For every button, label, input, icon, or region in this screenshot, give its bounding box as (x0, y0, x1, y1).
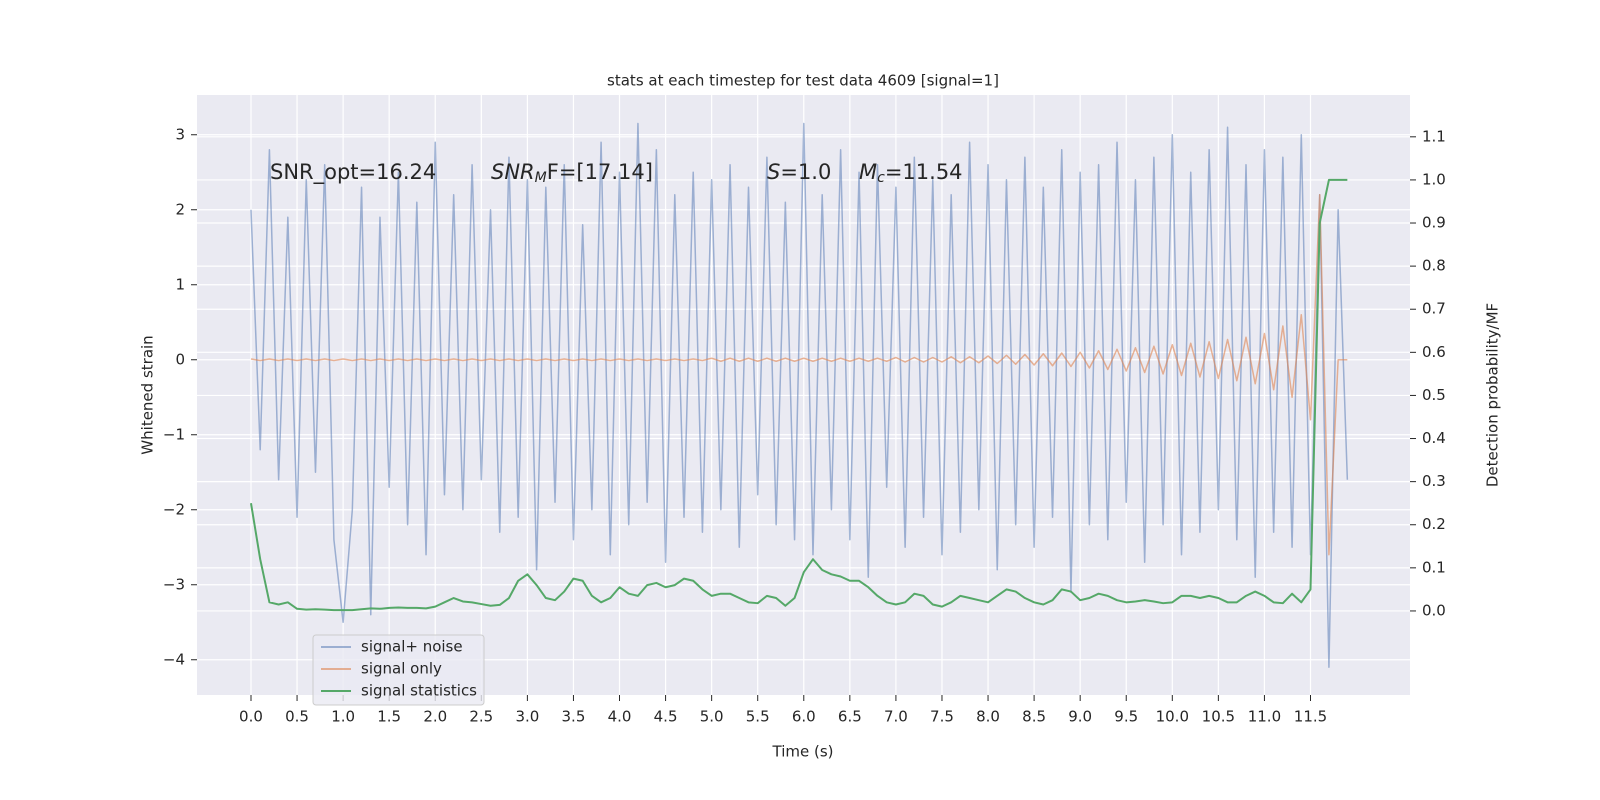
x-tick-label: 5.0 (700, 708, 724, 726)
x-tick-label: 6.5 (838, 708, 862, 726)
y-tick-label: 1 (175, 275, 185, 293)
y-tick-label: 2 (175, 200, 185, 218)
annotation-part: c (877, 170, 885, 186)
annotation: SNRMF=[17.14] (491, 160, 653, 186)
annotation-part: S (767, 160, 780, 184)
x-tick-label: 2.0 (423, 708, 447, 726)
grid: 0.0 0.5 1.0 1.5 2.0 2.5 3.0 3.5 4.0 4.5 5.0 5.5 6.0 6… (163, 95, 1446, 726)
legend-label: signal statistics (361, 682, 477, 700)
x-tick-label: 4.5 (654, 708, 678, 726)
x-tick-label: 7.5 (930, 708, 954, 726)
y2-tick-label: 1.1 (1422, 127, 1446, 145)
annotation-part: M (859, 160, 877, 184)
y2-axis-label: Detection probability/MF (1484, 303, 1502, 487)
series-line (250, 194, 1348, 556)
annotation-part: SNR_opt=16.24 (270, 160, 436, 185)
x-axis-label: Time (s) (772, 743, 834, 761)
x-tick-label: 10.5 (1202, 708, 1235, 726)
annotation: SNR_opt=16.24 (270, 160, 436, 185)
annotation-part: F=[17.14] (547, 160, 653, 184)
x-tick-label: 1.5 (377, 708, 401, 726)
y2-tick-label: 0.9 (1422, 214, 1446, 232)
y2-tick-label: 0.8 (1422, 257, 1446, 275)
y2-tick-label: 0.2 (1422, 515, 1446, 533)
x-tick-label: 9.0 (1068, 708, 1092, 726)
annotation-part: M (535, 170, 547, 186)
y-tick-label: 0 (175, 350, 185, 368)
annotation-part: SNR (491, 160, 535, 184)
x-tick-label: 5.5 (746, 708, 770, 726)
legend: signal+ noise signal only signal statistic… (312, 634, 485, 706)
x-tick-label: 11.0 (1248, 708, 1281, 726)
legend-box (312, 634, 485, 706)
y2-tick-label: 0.1 (1422, 558, 1446, 576)
x-tick-label: 8.5 (1022, 708, 1046, 726)
x-tick-label: 7.0 (884, 708, 908, 726)
annotation-part: =11.54 (885, 160, 963, 184)
y2-tick-label: 0.6 (1422, 343, 1446, 361)
series-line (250, 122, 1349, 668)
y2-tick-label: 0.0 (1422, 601, 1446, 619)
x-tick-label: 2.5 (469, 708, 493, 726)
x-tick-label: 3.5 (562, 708, 586, 726)
y2-tick-label: 1.0 (1422, 170, 1446, 188)
x-tick-label: 11.5 (1294, 708, 1327, 726)
x-tick-label: 9.5 (1114, 708, 1138, 726)
x-tick-label: 4.0 (608, 708, 632, 726)
x-tick-label: 0.0 (239, 708, 263, 726)
y-tick-label: −4 (163, 650, 185, 668)
chart-title: stats at each timestep for test data 460… (607, 72, 999, 90)
series-line (250, 178, 1348, 612)
y-tick-label: 3 (175, 125, 185, 143)
x-tick-label: 10.0 (1156, 708, 1189, 726)
annotation: Mc=11.54 (859, 160, 963, 186)
series-layer (250, 122, 1349, 668)
y-tick-label: −1 (163, 425, 185, 443)
annotation: S=1.0 (767, 160, 831, 184)
legend-label: signal+ noise (361, 638, 463, 656)
x-tick-label: 8.0 (976, 708, 1000, 726)
x-tick-label: 6.0 (792, 708, 816, 726)
y-axis-label: Whitened strain (139, 335, 157, 454)
x-tick-label: 3.0 (515, 708, 539, 726)
y-tick-label: −2 (163, 500, 185, 518)
y-tick-label: −3 (163, 575, 185, 593)
y2-tick-label: 0.5 (1422, 386, 1446, 404)
annotations: SNR_opt=16.24 SNRMF=[17.14] S=1.0 Mc=11.54 (270, 160, 963, 186)
annotation-part: =1.0 (780, 160, 831, 184)
legend-label: signal only (361, 660, 442, 678)
y2-tick-label: 0.3 (1422, 472, 1446, 490)
x-tick-label: 1.0 (331, 708, 355, 726)
y2-tick-label: 0.7 (1422, 300, 1446, 318)
y2-tick-label: 0.4 (1422, 429, 1446, 447)
x-tick-label: 0.5 (285, 708, 309, 726)
